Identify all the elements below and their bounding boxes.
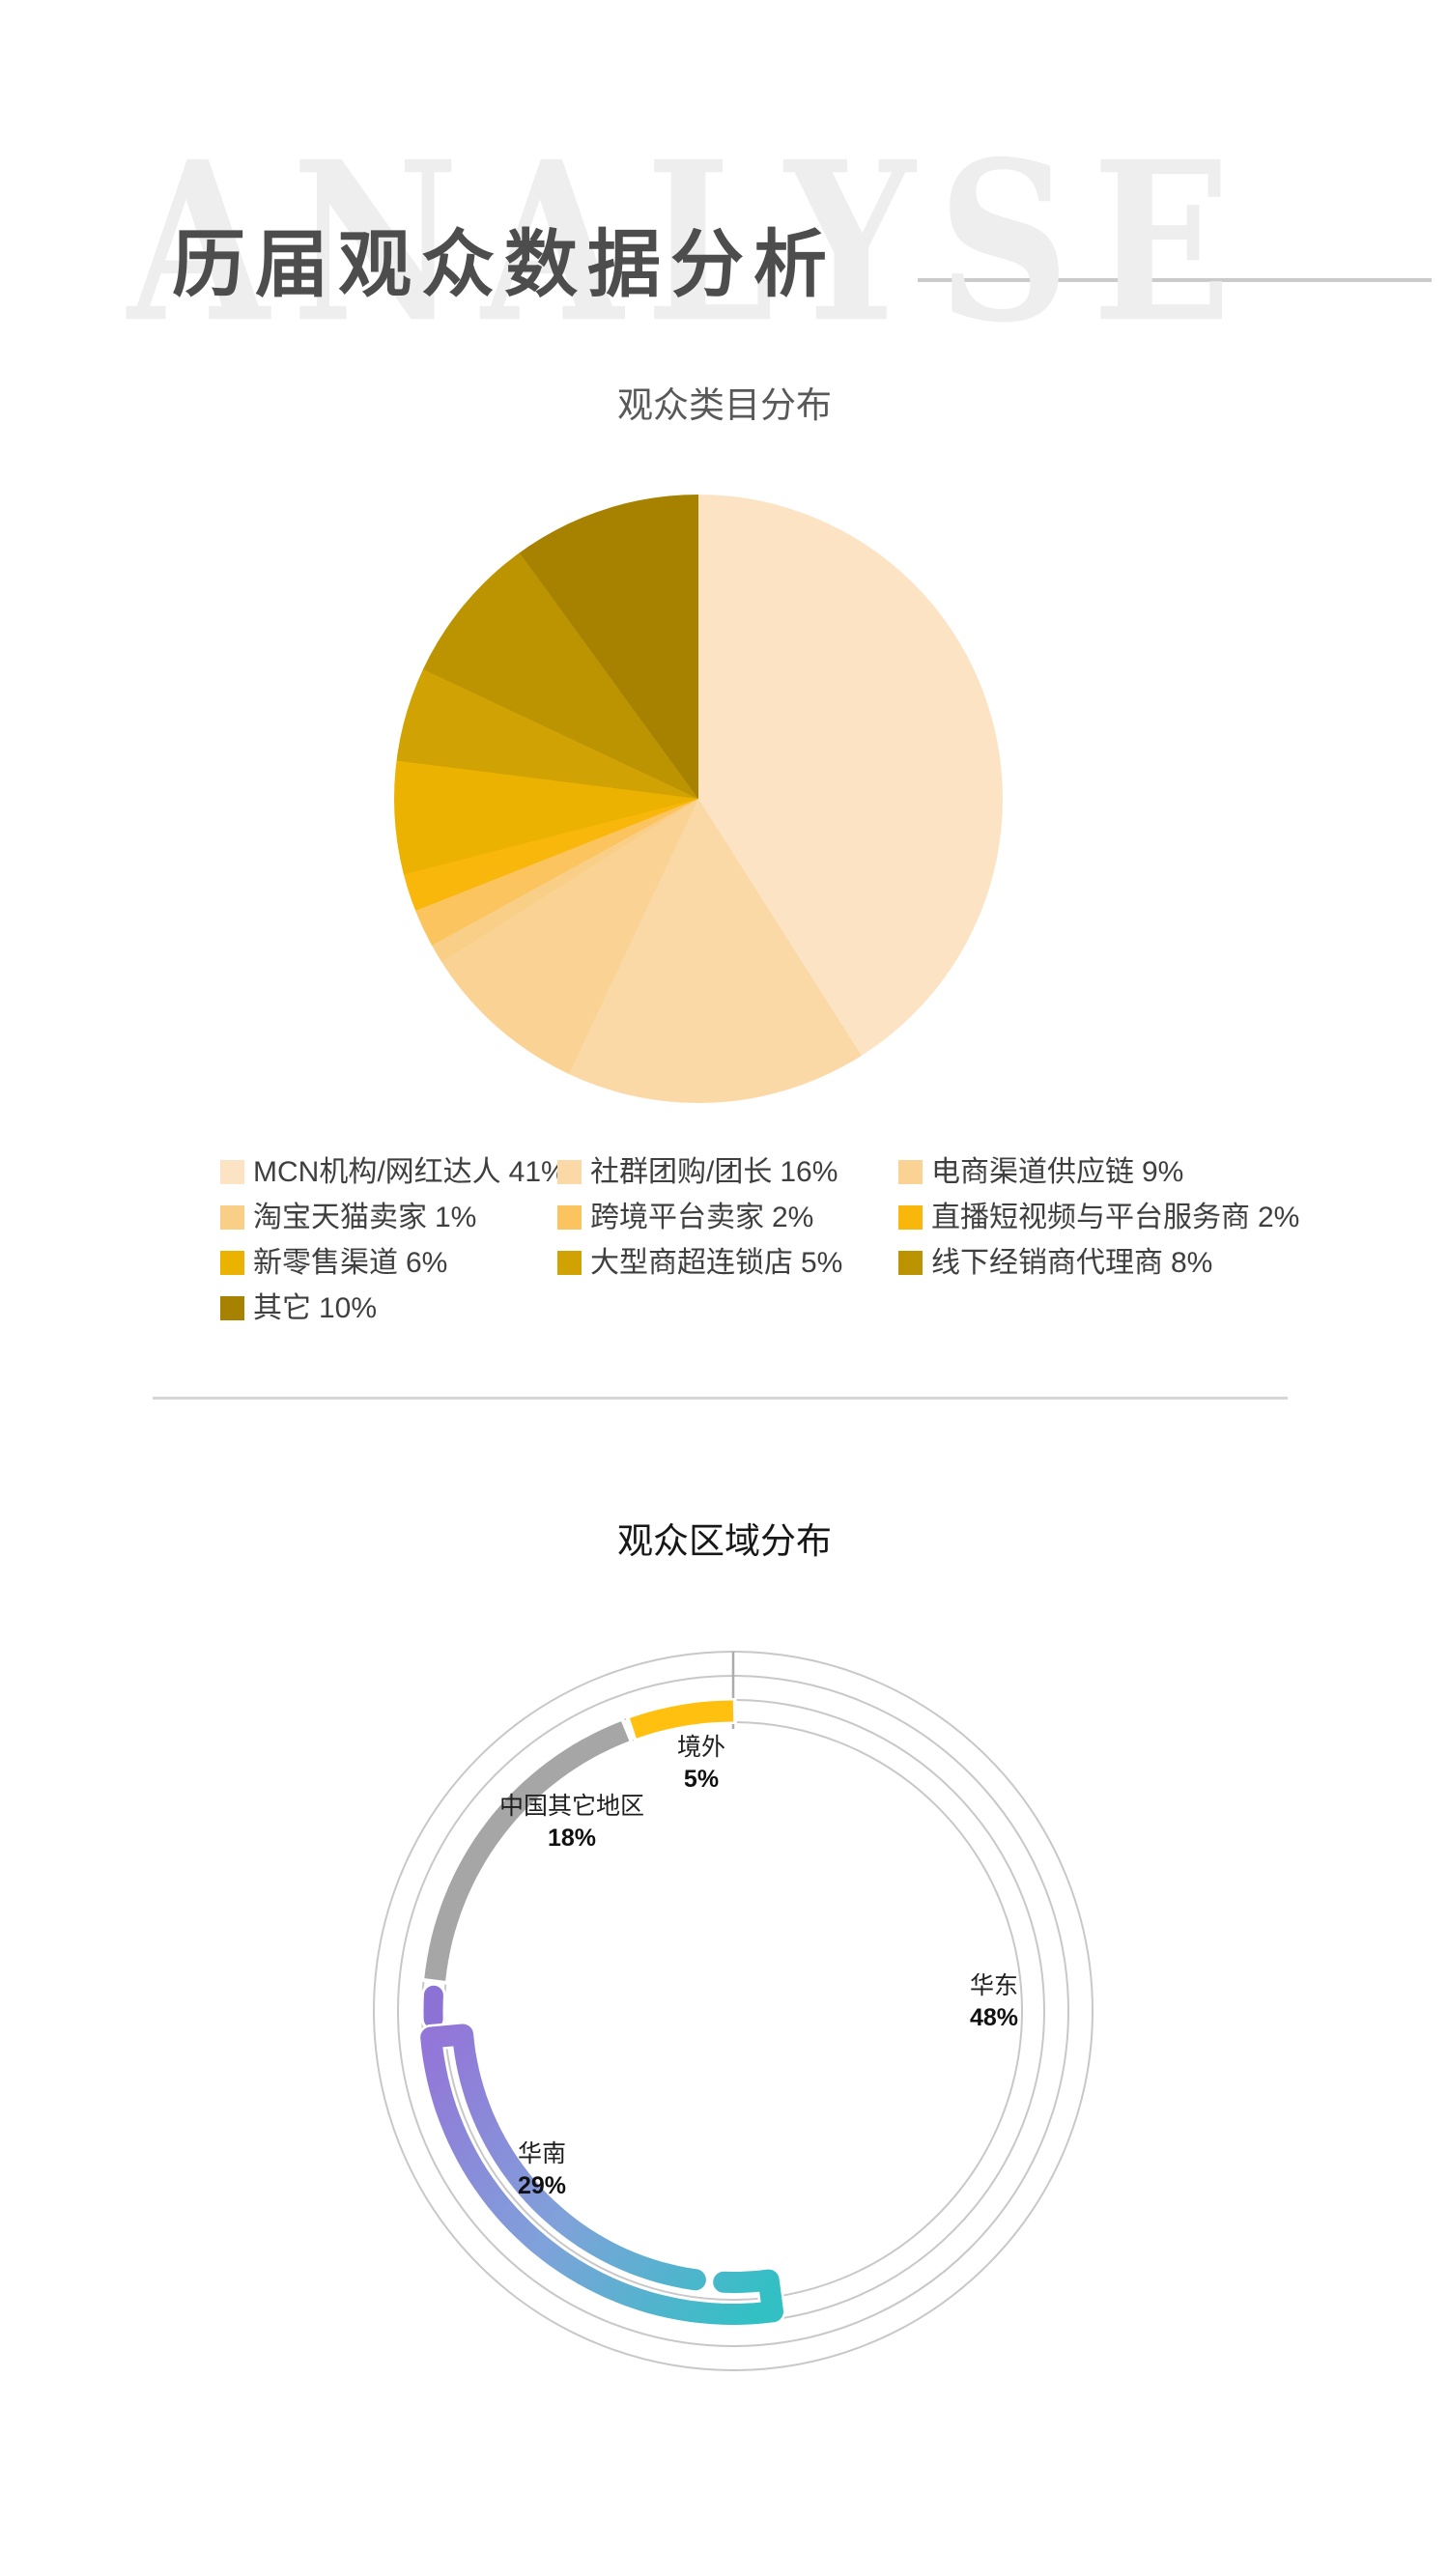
- legend-label: 直播短视频与平台服务商 2%: [931, 1203, 1299, 1232]
- legend-swatch: [557, 1205, 582, 1230]
- legend-pct: 41%: [508, 1155, 567, 1188]
- legend-label-text: 跨境平台卖家: [590, 1201, 764, 1233]
- section-divider: [153, 1397, 1288, 1400]
- category-legend: MCN机构/网红达人 41% 社群团购/团长 16% 电商渠道供应链 9% 淘宝天猫卖…: [220, 1149, 1360, 1331]
- region-label-huanan: 华南 29%: [518, 2138, 566, 2202]
- legend-pct: 6%: [406, 1246, 448, 1279]
- legend-item: MCN机构/网红达人 41%: [220, 1157, 567, 1187]
- legend-swatch: [557, 1251, 582, 1275]
- legend-pct: 2%: [772, 1201, 814, 1233]
- legend-label: 线下经销商代理商 8%: [931, 1246, 1213, 1279]
- arc-huanan-huadong: [420, 2024, 783, 2325]
- legend-label: 新零售渠道 6%: [253, 1246, 448, 1279]
- legend-item: 大型商超连锁店 5%: [557, 1246, 898, 1279]
- legend-item: 淘宝天猫卖家 1%: [220, 1203, 557, 1232]
- legend-pct: 9%: [1142, 1155, 1184, 1188]
- legend-label: 其它 10%: [253, 1291, 378, 1324]
- arc-other-china: [424, 1721, 630, 1981]
- region-radial-chart: [373, 1651, 1094, 2371]
- legend-label: 社群团购/团长 16%: [590, 1155, 838, 1188]
- track-circle: [397, 1675, 1069, 2347]
- region-chart-title: 观众区域分布: [617, 1521, 832, 1561]
- legend-label-text: 电商渠道供应链: [931, 1155, 1134, 1188]
- legend-pct: 5%: [801, 1246, 843, 1279]
- legend-item: 直播短视频与平台服务商 2%: [898, 1203, 1360, 1232]
- legend-pct: 16%: [780, 1155, 838, 1188]
- arc-jingwai: [629, 1700, 734, 1739]
- legend-label-text: 淘宝天猫卖家: [253, 1201, 427, 1233]
- legend-label-text: MCN机构/网红达人: [253, 1155, 501, 1188]
- region-pct: 29%: [517, 2172, 567, 2199]
- page-title: 历届观众数据分析: [172, 221, 837, 307]
- region-pct: 5%: [683, 1766, 720, 1793]
- legend-label-text: 线下经销商代理商: [931, 1246, 1163, 1279]
- region-name: 华南: [517, 2140, 567, 2167]
- region-label-huadong: 华东 48%: [970, 1970, 1018, 2034]
- legend-swatch: [220, 1205, 244, 1230]
- category-pie-chart: [394, 495, 1003, 1103]
- region-label-other-china: 中国其它地区 18%: [499, 1791, 644, 1854]
- region-pct: 48%: [969, 2004, 1019, 2031]
- legend-item: 其它 10%: [220, 1291, 557, 1324]
- region-name: 境外: [676, 1734, 726, 1761]
- category-chart-title: 观众类目分布: [617, 385, 832, 425]
- arc-outline: [421, 1717, 634, 1987]
- legend-swatch: [557, 1160, 582, 1184]
- region-label-jingwai: 境外 5%: [677, 1732, 725, 1796]
- legend-label: 电商渠道供应链 9%: [931, 1155, 1184, 1188]
- legend-swatch: [898, 1160, 923, 1184]
- legend-pct: 8%: [1171, 1246, 1213, 1279]
- legend-item: 跨境平台卖家 2%: [557, 1203, 898, 1232]
- legend-item: 线下经销商代理商 8%: [898, 1246, 1360, 1279]
- legend-swatch: [220, 1160, 244, 1184]
- legend-swatch: [898, 1205, 923, 1230]
- legend-label-text: 其它: [253, 1291, 311, 1324]
- legend-label: 淘宝天猫卖家 1%: [253, 1203, 476, 1232]
- legend-label: 跨境平台卖家 2%: [590, 1203, 813, 1232]
- region-pct: 18%: [547, 1825, 597, 1852]
- legend-label-text: 直播短视频与平台服务商: [931, 1201, 1250, 1233]
- legend-item: 社群团购/团长 16%: [557, 1155, 898, 1188]
- watermark-text: ANALYSE: [128, 113, 1255, 372]
- title-underline-rule: [918, 278, 1432, 282]
- legend-swatch: [898, 1251, 923, 1275]
- legend-label-text: 大型商超连锁店: [590, 1246, 793, 1279]
- region-name: 华东: [969, 1972, 1019, 1999]
- legend-pct: 2%: [1258, 1201, 1300, 1233]
- region-name: 中国其它地区: [498, 1793, 645, 1820]
- legend-item: 新零售渠道 6%: [220, 1246, 557, 1279]
- legend-label: MCN机构/网红达人 41%: [253, 1155, 567, 1188]
- legend-label-text: 社群团购/团长: [590, 1155, 773, 1188]
- legend-swatch: [220, 1296, 244, 1320]
- legend-label-text: 新零售渠道: [253, 1246, 398, 1279]
- legend-swatch: [220, 1251, 244, 1275]
- legend-pct: 10%: [319, 1291, 378, 1324]
- legend-item: 电商渠道供应链 9%: [898, 1155, 1360, 1188]
- legend-pct: 1%: [435, 1201, 477, 1233]
- legend-label: 大型商超连锁店 5%: [590, 1246, 843, 1279]
